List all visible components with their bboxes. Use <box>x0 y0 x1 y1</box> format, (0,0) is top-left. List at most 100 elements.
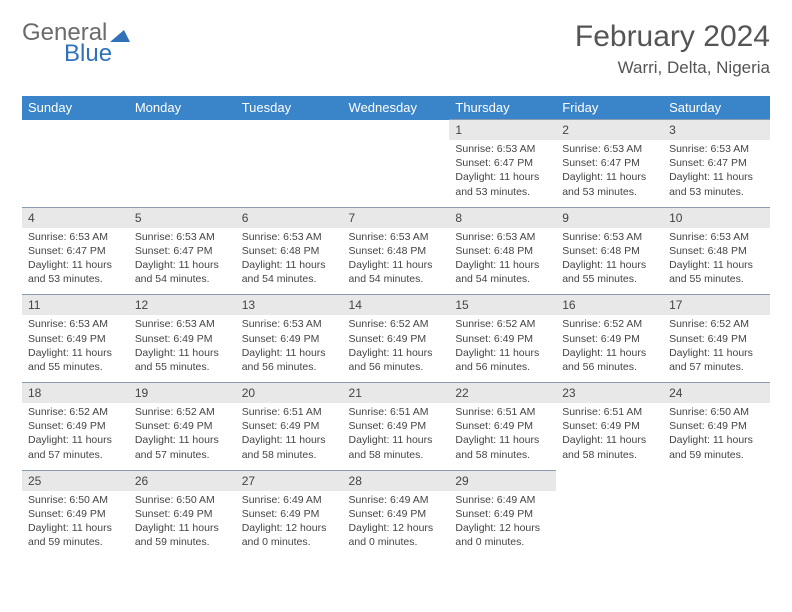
sunset-line: Sunset: 6:47 PM <box>455 156 550 170</box>
date-info-cell <box>343 140 450 207</box>
col-thursday: Thursday <box>449 96 556 120</box>
daylight-line: Daylight: 11 hours and 55 minutes. <box>562 258 657 286</box>
sunset-line: Sunset: 6:49 PM <box>28 419 123 433</box>
date-info-cell: Sunrise: 6:53 AMSunset: 6:47 PMDaylight:… <box>556 140 663 207</box>
date-info-cell: Sunrise: 6:51 AMSunset: 6:49 PMDaylight:… <box>556 403 663 470</box>
sunrise-line: Sunrise: 6:53 AM <box>562 142 657 156</box>
date-number-cell: 19 <box>129 383 236 404</box>
sunset-line: Sunset: 6:49 PM <box>349 507 444 521</box>
sunrise-line: Sunrise: 6:49 AM <box>455 493 550 507</box>
col-tuesday: Tuesday <box>236 96 343 120</box>
date-number-cell: 9 <box>556 207 663 228</box>
sunset-line: Sunset: 6:49 PM <box>669 332 764 346</box>
daylight-line: Daylight: 11 hours and 56 minutes. <box>455 346 550 374</box>
date-info-cell: Sunrise: 6:53 AMSunset: 6:47 PMDaylight:… <box>22 228 129 295</box>
date-number-cell <box>556 470 663 491</box>
sunset-line: Sunset: 6:48 PM <box>349 244 444 258</box>
date-number-cell: 29 <box>449 470 556 491</box>
date-info-cell <box>236 140 343 207</box>
date-number-row: 11121314151617 <box>22 295 770 316</box>
sunrise-line: Sunrise: 6:50 AM <box>135 493 230 507</box>
date-info-cell <box>556 491 663 558</box>
daylight-line: Daylight: 11 hours and 55 minutes. <box>669 258 764 286</box>
sunset-line: Sunset: 6:49 PM <box>455 419 550 433</box>
sunset-line: Sunset: 6:49 PM <box>28 332 123 346</box>
date-info-cell: Sunrise: 6:52 AMSunset: 6:49 PMDaylight:… <box>343 315 450 382</box>
daylight-line: Daylight: 12 hours and 0 minutes. <box>455 521 550 549</box>
daylight-line: Daylight: 11 hours and 55 minutes. <box>28 346 123 374</box>
sunset-line: Sunset: 6:49 PM <box>135 507 230 521</box>
sunset-line: Sunset: 6:49 PM <box>349 419 444 433</box>
daylight-line: Daylight: 11 hours and 54 minutes. <box>455 258 550 286</box>
sunset-line: Sunset: 6:49 PM <box>135 419 230 433</box>
col-monday: Monday <box>129 96 236 120</box>
sunrise-line: Sunrise: 6:52 AM <box>455 317 550 331</box>
date-number-cell: 13 <box>236 295 343 316</box>
sunset-line: Sunset: 6:48 PM <box>455 244 550 258</box>
date-number-cell: 24 <box>663 383 770 404</box>
date-number-cell: 6 <box>236 207 343 228</box>
daylight-line: Daylight: 11 hours and 58 minutes. <box>242 433 337 461</box>
daylight-line: Daylight: 11 hours and 57 minutes. <box>28 433 123 461</box>
col-wednesday: Wednesday <box>343 96 450 120</box>
daylight-line: Daylight: 11 hours and 56 minutes. <box>349 346 444 374</box>
daylight-line: Daylight: 11 hours and 57 minutes. <box>669 346 764 374</box>
date-info-cell: Sunrise: 6:53 AMSunset: 6:49 PMDaylight:… <box>236 315 343 382</box>
date-number-cell: 2 <box>556 120 663 141</box>
date-number-cell: 15 <box>449 295 556 316</box>
sunrise-line: Sunrise: 6:50 AM <box>28 493 123 507</box>
daylight-line: Daylight: 11 hours and 58 minutes. <box>455 433 550 461</box>
date-info-row: Sunrise: 6:53 AMSunset: 6:47 PMDaylight:… <box>22 228 770 295</box>
date-info-cell: Sunrise: 6:53 AMSunset: 6:48 PMDaylight:… <box>236 228 343 295</box>
col-sunday: Sunday <box>22 96 129 120</box>
sunrise-line: Sunrise: 6:51 AM <box>242 405 337 419</box>
sunrise-line: Sunrise: 6:53 AM <box>135 230 230 244</box>
date-info-cell: Sunrise: 6:53 AMSunset: 6:47 PMDaylight:… <box>129 228 236 295</box>
sunrise-line: Sunrise: 6:52 AM <box>28 405 123 419</box>
sunrise-line: Sunrise: 6:53 AM <box>28 317 123 331</box>
daylight-line: Daylight: 11 hours and 58 minutes. <box>562 433 657 461</box>
sunrise-line: Sunrise: 6:52 AM <box>669 317 764 331</box>
sunrise-line: Sunrise: 6:53 AM <box>455 230 550 244</box>
sunset-line: Sunset: 6:47 PM <box>135 244 230 258</box>
date-info-cell: Sunrise: 6:53 AMSunset: 6:48 PMDaylight:… <box>343 228 450 295</box>
logo-triangle-icon <box>110 22 130 47</box>
date-number-cell: 14 <box>343 295 450 316</box>
sunrise-line: Sunrise: 6:53 AM <box>349 230 444 244</box>
daylight-line: Daylight: 11 hours and 59 minutes. <box>28 521 123 549</box>
date-info-cell: Sunrise: 6:50 AMSunset: 6:49 PMDaylight:… <box>22 491 129 558</box>
sunset-line: Sunset: 6:49 PM <box>455 507 550 521</box>
sunset-line: Sunset: 6:49 PM <box>135 332 230 346</box>
date-number-cell: 3 <box>663 120 770 141</box>
date-info-cell: Sunrise: 6:52 AMSunset: 6:49 PMDaylight:… <box>663 315 770 382</box>
date-number-cell: 28 <box>343 470 450 491</box>
sunset-line: Sunset: 6:49 PM <box>349 332 444 346</box>
sunrise-line: Sunrise: 6:53 AM <box>242 317 337 331</box>
sunset-line: Sunset: 6:49 PM <box>562 332 657 346</box>
date-info-cell: Sunrise: 6:52 AMSunset: 6:49 PMDaylight:… <box>129 403 236 470</box>
date-number-row: 123 <box>22 120 770 141</box>
daylight-line: Daylight: 11 hours and 53 minutes. <box>562 170 657 198</box>
date-number-cell: 17 <box>663 295 770 316</box>
date-number-cell: 5 <box>129 207 236 228</box>
daylight-line: Daylight: 11 hours and 54 minutes. <box>135 258 230 286</box>
date-info-cell: Sunrise: 6:51 AMSunset: 6:49 PMDaylight:… <box>449 403 556 470</box>
daylight-line: Daylight: 11 hours and 55 minutes. <box>135 346 230 374</box>
sunrise-line: Sunrise: 6:51 AM <box>562 405 657 419</box>
date-number-cell: 10 <box>663 207 770 228</box>
daylight-line: Daylight: 11 hours and 54 minutes. <box>242 258 337 286</box>
date-info-cell: Sunrise: 6:53 AMSunset: 6:48 PMDaylight:… <box>663 228 770 295</box>
date-info-cell: Sunrise: 6:50 AMSunset: 6:49 PMDaylight:… <box>129 491 236 558</box>
date-number-cell: 4 <box>22 207 129 228</box>
sunrise-line: Sunrise: 6:50 AM <box>669 405 764 419</box>
sunset-line: Sunset: 6:48 PM <box>562 244 657 258</box>
date-number-cell: 16 <box>556 295 663 316</box>
daylight-line: Daylight: 11 hours and 57 minutes. <box>135 433 230 461</box>
sunrise-line: Sunrise: 6:52 AM <box>562 317 657 331</box>
date-number-cell: 8 <box>449 207 556 228</box>
calendar-table: Sunday Monday Tuesday Wednesday Thursday… <box>22 96 770 557</box>
date-info-cell: Sunrise: 6:52 AMSunset: 6:49 PMDaylight:… <box>449 315 556 382</box>
date-number-cell: 20 <box>236 383 343 404</box>
date-info-cell: Sunrise: 6:49 AMSunset: 6:49 PMDaylight:… <box>343 491 450 558</box>
date-info-row: Sunrise: 6:53 AM Sunset: 6:47 PM Daylight:… <box>22 140 770 207</box>
